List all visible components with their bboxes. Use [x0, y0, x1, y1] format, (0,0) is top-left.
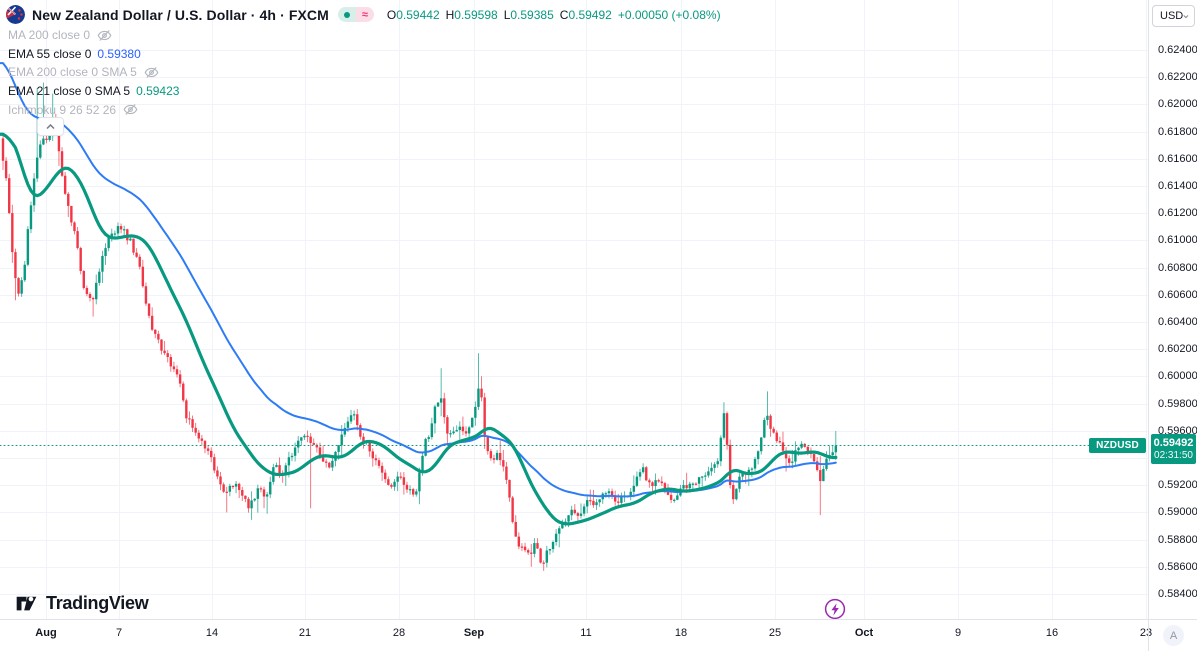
close-label: C [559, 7, 569, 22]
bar-countdown-timer: 02:31:50 [1154, 450, 1193, 462]
time-axis-label: Aug [35, 627, 57, 639]
time-axis-label: 21 [298, 627, 312, 639]
time-axis-label: 28 [392, 627, 406, 639]
candlestick-chart-canvas[interactable] [0, 0, 1148, 619]
time-axis-label: 23 [1139, 627, 1153, 639]
price-axis-label: 0.60200 [1158, 343, 1197, 356]
price-axis[interactable]: USD 0.62400 0.62200 0.62000 0.61800 0.61600 0… [1148, 0, 1197, 619]
open-label: O [386, 7, 397, 22]
low-value: 0.59385 [510, 7, 554, 22]
eye-off-icon[interactable] [143, 64, 160, 81]
tradingview-mark-icon [16, 596, 37, 611]
chevron-up-icon [46, 123, 55, 129]
price-axis-label: 0.62200 [1158, 71, 1197, 84]
price-axis-label: 0.59200 [1158, 479, 1197, 492]
time-axis-label: 11 [580, 627, 592, 639]
legend-row-ema21: EMA 21 close 0 SMA 5 0.59423 [8, 82, 179, 101]
indicator-value: 0.59380 [97, 46, 141, 61]
legend-row-ema200: EMA 200 close 0 SMA 5 [8, 63, 179, 82]
chart-header: New Zealand Dollar / U.S. Dollar · 4h · … [6, 5, 721, 24]
currency-label: USD [1160, 10, 1184, 22]
eye-off-icon[interactable] [122, 101, 139, 118]
price-axis-label: 0.60000 [1158, 370, 1197, 383]
indicator-label[interactable]: MA 200 close 0 [8, 28, 91, 43]
collapse-legend-button[interactable] [37, 117, 64, 136]
price-axis-label: 0.61000 [1158, 234, 1197, 247]
price-axis-label: 0.59000 [1158, 506, 1197, 519]
time-axis-label: Oct [854, 627, 874, 639]
price-axis-label: 0.62000 [1158, 98, 1197, 111]
realtime-lightning-button[interactable] [824, 598, 846, 619]
delayed-data-icon: ≈ [355, 7, 374, 22]
high-value: 0.59598 [454, 7, 498, 22]
tradingview-wordmark: TradingView [46, 593, 149, 613]
high-label: H [445, 7, 455, 22]
price-axis-label: 0.59800 [1158, 397, 1197, 410]
current-price-value: 0.59492 [1153, 437, 1194, 450]
time-axis-label: 25 [768, 627, 782, 639]
price-axis-label: 0.61200 [1158, 207, 1197, 220]
price-axis-label: 0.61600 [1158, 152, 1197, 165]
ohlc-readout: O0.59442 H0.59598 L0.59385 C0.59492 +0.0… [387, 8, 721, 22]
price-axis-label: 0.58800 [1158, 533, 1197, 546]
low-label: L [503, 7, 511, 22]
time-axis-label: 9 [954, 627, 962, 639]
indicator-label[interactable]: EMA 200 close 0 SMA 5 [8, 65, 137, 80]
price-axis-label: 0.59600 [1158, 424, 1197, 437]
indicator-label[interactable]: Ichimoku 9 26 52 26 [8, 102, 117, 117]
legend-row-ichimoku: Ichimoku 9 26 52 26 [8, 100, 179, 119]
price-axis-label: 0.58600 [1158, 560, 1197, 573]
price-axis-label: 0.61400 [1158, 180, 1197, 192]
price-axis-label: 0.62400 [1158, 44, 1197, 56]
symbol-price-flag: NZDUSD [1089, 437, 1146, 453]
time-axis-label: 16 [1045, 627, 1059, 639]
chevron-down-icon [1183, 14, 1189, 18]
close-value: 0.59492 [568, 7, 612, 22]
axis-corner [1148, 620, 1197, 651]
auto-scale-button[interactable]: A [1163, 625, 1184, 646]
chart-plot-area: New Zealand Dollar / U.S. Dollar · 4h · … [0, 0, 1148, 619]
indicator-label[interactable]: EMA 21 close 0 SMA 5 [8, 84, 131, 99]
symbol-title[interactable]: New Zealand Dollar / U.S. Dollar · 4h · … [32, 6, 329, 23]
time-axis-label: 14 [205, 627, 219, 639]
legend-row-ma200: MA 200 close 0 [8, 26, 179, 45]
indicator-value: 0.59423 [136, 84, 180, 99]
indicator-legend: MA 200 close 0 EMA 55 close 0 0.59380 EM… [8, 26, 179, 119]
time-axis-label: Sep [463, 627, 485, 639]
price-axis-label: 0.60600 [1158, 288, 1197, 301]
nz-flag-icon [6, 5, 25, 24]
currency-unit-button[interactable]: USD [1152, 5, 1195, 27]
current-price-badge: 0.59492 02:31:50 [1151, 434, 1196, 465]
tradingview-logo[interactable]: TradingView [14, 591, 149, 616]
indicator-label[interactable]: EMA 55 close 0 [8, 46, 92, 61]
time-axis-label: 7 [115, 627, 123, 639]
eye-off-icon[interactable] [96, 27, 113, 44]
market-status-pill[interactable]: ≈ [337, 7, 374, 22]
lightning-icon [824, 598, 846, 619]
price-axis-label: 0.60800 [1158, 261, 1197, 274]
time-axis[interactable]: Aug 7 14 21 28 Sep 11 18 25 Oct 9 16 23 A [0, 619, 1197, 651]
price-axis-label: 0.58400 [1158, 588, 1197, 600]
market-open-dot-icon [337, 7, 356, 22]
change-value: +0.00050 (+0.08%) [617, 7, 721, 22]
time-axis-label: 18 [674, 627, 688, 639]
price-axis-label: 0.61800 [1158, 125, 1197, 138]
price-axis-label: 0.60400 [1158, 316, 1197, 328]
legend-row-ema55: EMA 55 close 0 0.59380 [8, 45, 179, 64]
open-value: 0.59442 [396, 7, 440, 22]
